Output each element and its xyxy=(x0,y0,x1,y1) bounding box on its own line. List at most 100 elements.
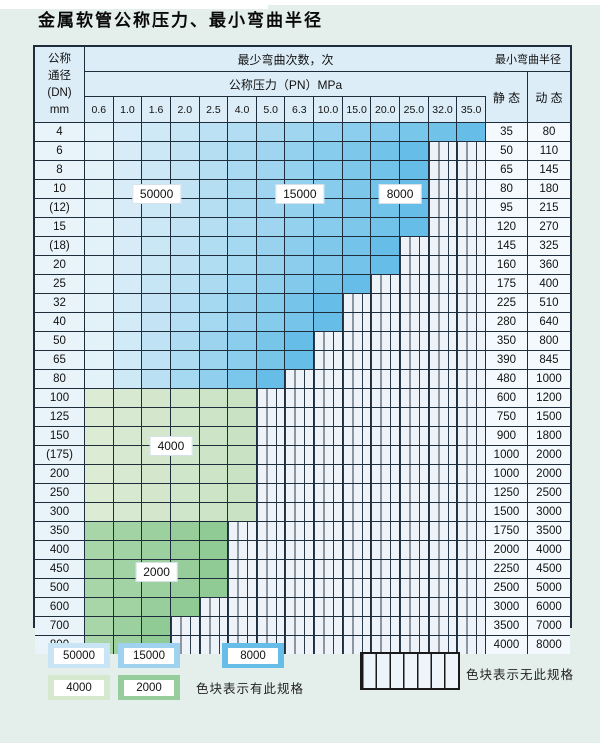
static-dynamic-header-row: 静 态 动 态 xyxy=(486,72,570,122)
dynamic-radius-cell: 1800 xyxy=(527,427,570,445)
spec-cell xyxy=(142,123,171,141)
dn-cell: 32 xyxy=(35,294,85,312)
no-spec-cell xyxy=(342,598,372,616)
static-radius-cell: 35 xyxy=(485,123,528,141)
no-spec-cell xyxy=(256,598,286,616)
spec-cell xyxy=(85,560,114,578)
no-spec-cell xyxy=(400,351,429,369)
no-spec-cell xyxy=(428,180,458,198)
no-spec-cell xyxy=(256,389,286,407)
spec-cell xyxy=(85,237,114,255)
no-spec-cell xyxy=(256,522,286,540)
dn-cell: 150 xyxy=(35,427,85,445)
legend-row-green: 4000 2000 色块表示有此规格 xyxy=(48,675,304,700)
spec-cell xyxy=(228,123,257,141)
no-spec-cell xyxy=(400,598,429,616)
legend-chip-label: 8000 xyxy=(228,647,278,664)
no-spec-cell xyxy=(428,389,458,407)
static-radius-cell: 280 xyxy=(485,313,528,331)
no-spec-cell xyxy=(428,370,458,388)
spec-cell xyxy=(400,142,429,160)
no-spec-cell xyxy=(428,484,458,502)
no-spec-cell xyxy=(342,541,372,559)
pressure-header-cell: 15.0 xyxy=(343,97,372,122)
no-spec-cell xyxy=(371,332,401,350)
dn-header-line: 公称 xyxy=(48,52,71,65)
static-radius-cell: 750 xyxy=(485,408,528,426)
no-spec-cell xyxy=(400,541,429,559)
dn-cell: 20 xyxy=(35,256,85,274)
spec-cell xyxy=(199,332,229,350)
spec-cell xyxy=(85,294,114,312)
no-spec-cell xyxy=(314,503,343,521)
static-radius-cell: 95 xyxy=(485,199,528,217)
no-spec-cell xyxy=(457,389,486,407)
dynamic-radius-cell: 400 xyxy=(527,275,570,293)
spec-cell xyxy=(342,123,372,141)
spec-cell xyxy=(342,142,372,160)
spec-cell xyxy=(342,256,372,274)
spec-cell xyxy=(170,218,200,236)
static-radius-cell: 1000 xyxy=(485,465,528,483)
no-spec-cell xyxy=(256,579,286,597)
no-spec-cell xyxy=(256,484,286,502)
dn-cell: 50 xyxy=(35,332,85,350)
no-spec-cell xyxy=(457,446,486,464)
no-spec-cell xyxy=(342,313,372,331)
no-spec-cell xyxy=(342,636,372,654)
table-row: 32 225 510 xyxy=(35,294,570,313)
static-radius-cell: 175 xyxy=(485,275,528,293)
spec-cell xyxy=(285,237,315,255)
no-spec-cell xyxy=(400,389,429,407)
no-spec-cell xyxy=(342,446,372,464)
spec-cell xyxy=(314,313,343,331)
spec-cell xyxy=(342,237,372,255)
spec-cell xyxy=(228,370,257,388)
no-spec-cell xyxy=(342,503,372,521)
pressure-header-cell: 5.0 xyxy=(257,97,286,122)
static-radius-cell: 480 xyxy=(485,370,528,388)
spec-cell xyxy=(113,332,143,350)
spec-cell xyxy=(342,218,372,236)
cycle-count-label: 50000 xyxy=(131,184,182,204)
spec-cell xyxy=(170,142,200,160)
spec-cell xyxy=(228,199,257,217)
no-spec-cell xyxy=(428,332,458,350)
legend-chip-label: 15000 xyxy=(124,647,174,664)
spec-cell xyxy=(85,123,114,141)
spec-cell xyxy=(314,123,343,141)
spec-cell xyxy=(285,313,315,331)
static-radius-cell: 3500 xyxy=(485,617,528,635)
static-radius-cell: 900 xyxy=(485,427,528,445)
legend-chip-label: 50000 xyxy=(54,647,104,664)
no-spec-cell xyxy=(428,541,458,559)
legend: 50000 15000 8000 4000 2000 色块表示有此规格 xyxy=(48,643,304,707)
spec-cell xyxy=(113,465,143,483)
dynamic-radius-cell: 215 xyxy=(527,199,570,217)
spec-cell xyxy=(400,123,429,141)
table-row: (175) 1000 2000 xyxy=(35,446,570,465)
pressure-header-cell: 6.3 xyxy=(285,97,315,122)
spec-cell xyxy=(342,180,372,198)
dn-cell: 6 xyxy=(35,142,85,160)
no-spec-cell xyxy=(428,237,458,255)
static-radius-cell: 1000 xyxy=(485,446,528,464)
pressure-header-cell: 2.5 xyxy=(200,97,229,122)
no-spec-cell xyxy=(342,389,372,407)
spec-cell xyxy=(199,294,229,312)
no-spec-cell xyxy=(314,541,343,559)
page-title: 金属软管公称压力、最小弯曲半径 xyxy=(38,11,323,31)
spec-cell xyxy=(113,275,143,293)
spec-table: 公称 通径 (DN) mm 最少弯曲次数，次 公称压力（PN）MPa 0.6 1.… xyxy=(33,45,572,654)
legend-chip-50000: 50000 xyxy=(48,643,110,668)
spec-cell xyxy=(170,313,200,331)
table-row: 250 1250 2500 xyxy=(35,484,570,503)
spec-cell xyxy=(113,541,143,559)
pressure-header-cell: 1.0 xyxy=(114,97,143,122)
spec-cell xyxy=(228,275,257,293)
no-spec-cell xyxy=(400,237,429,255)
static-radius-cell: 160 xyxy=(485,256,528,274)
no-spec-cell xyxy=(457,199,486,217)
spec-cell xyxy=(256,351,286,369)
spec-cell xyxy=(170,275,200,293)
